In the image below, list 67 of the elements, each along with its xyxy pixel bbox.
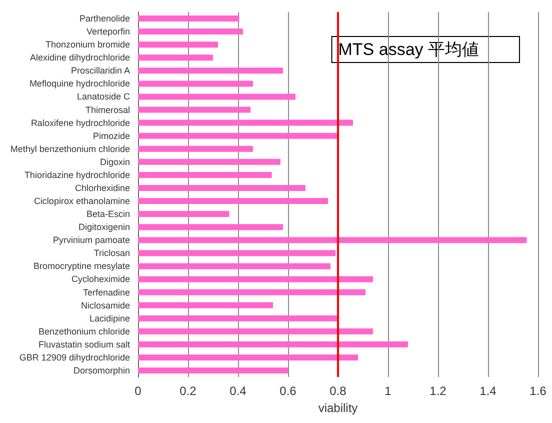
bar — [138, 328, 373, 334]
y-tick-label: Alexidine dihydrochloride — [30, 52, 130, 63]
bar — [138, 146, 253, 152]
bar — [138, 28, 243, 35]
bar — [138, 184, 306, 191]
y-tick-label: Niclosamide — [80, 300, 130, 310]
ref-line-label: MTS assay 平均値 — [338, 40, 480, 59]
y-tick-label: Raloxifene hydrochloride — [30, 118, 130, 128]
bar — [138, 315, 338, 322]
y-tick-label: Verteporfin — [86, 26, 130, 37]
x-tick-label: 0.2 — [180, 384, 197, 398]
bar — [138, 172, 272, 178]
y-tick-label: Ciclopirox ethanolamine — [34, 196, 130, 206]
x-tick-label: 0.6 — [280, 384, 297, 398]
bar — [138, 289, 366, 296]
y-tick-label: Thonzonium bromide — [45, 40, 130, 50]
y-tick-label: Mefloquine hydrochloride — [29, 78, 130, 89]
y-tick-label: Beta-Escin — [86, 209, 130, 220]
y-tick-label: Pyrvinium pamoate — [52, 235, 130, 246]
bar — [138, 68, 283, 74]
bar — [138, 250, 336, 256]
bar — [138, 354, 358, 360]
y-tick-label: Dorsomorphin — [73, 365, 130, 376]
bar — [138, 237, 527, 244]
bar — [138, 132, 338, 139]
bar — [138, 198, 328, 204]
bar — [138, 224, 283, 230]
bar — [138, 276, 373, 282]
y-tick-label: Lanatoside C — [76, 92, 130, 102]
y-tick-label: Terfenadine — [82, 287, 130, 298]
bar — [138, 54, 213, 61]
y-tick-label: Pimozide — [92, 130, 130, 141]
bar — [138, 367, 288, 374]
x-tick-label: 0.4 — [230, 384, 247, 398]
bar — [138, 80, 253, 87]
y-tick-label: Methyl benzethonium chloride — [10, 144, 130, 154]
x-tick-label: 1 — [384, 384, 392, 398]
bar — [138, 16, 240, 22]
y-tick-label: Cycloheximide — [71, 274, 130, 284]
x-tick-label: 1.6 — [530, 384, 547, 398]
y-tick-label: Bromocryptine mesylate — [33, 261, 130, 272]
bar — [138, 341, 408, 348]
x-tick-label: 0.8 — [330, 384, 347, 398]
y-tick-label: Thimerosal — [85, 104, 130, 115]
bar — [138, 302, 273, 308]
y-tick-label: Thioridazine hydrochloride — [24, 170, 130, 180]
y-tick-label: Benzethonium chloride — [38, 326, 130, 336]
y-tick-label: Chlorhexidine — [74, 182, 130, 193]
bar — [138, 42, 218, 48]
y-tick-label: Triclosan — [94, 248, 130, 258]
x-tick-label: 0 — [134, 384, 142, 398]
x-tick-label: 1.4 — [480, 384, 497, 398]
bar — [138, 158, 280, 165]
bar — [138, 211, 230, 218]
x-axis-title: viability — [318, 400, 358, 415]
bar — [138, 120, 353, 126]
y-tick-label: GBR 12909 dihydrochloride — [19, 352, 130, 362]
y-tick-label: Fluvastatin sodium salt — [38, 339, 130, 350]
y-tick-label: Proscillaridin A — [70, 66, 130, 76]
bar — [138, 94, 296, 100]
x-tick-label: 1.2 — [430, 384, 447, 398]
y-tick-label: Parthenolide — [79, 14, 130, 24]
bar — [138, 106, 250, 113]
bar — [138, 263, 330, 270]
y-tick-label: Digoxin — [100, 156, 130, 167]
y-tick-label: Digitoxigenin — [78, 222, 130, 232]
y-tick-label: Lacidipine — [89, 313, 130, 324]
